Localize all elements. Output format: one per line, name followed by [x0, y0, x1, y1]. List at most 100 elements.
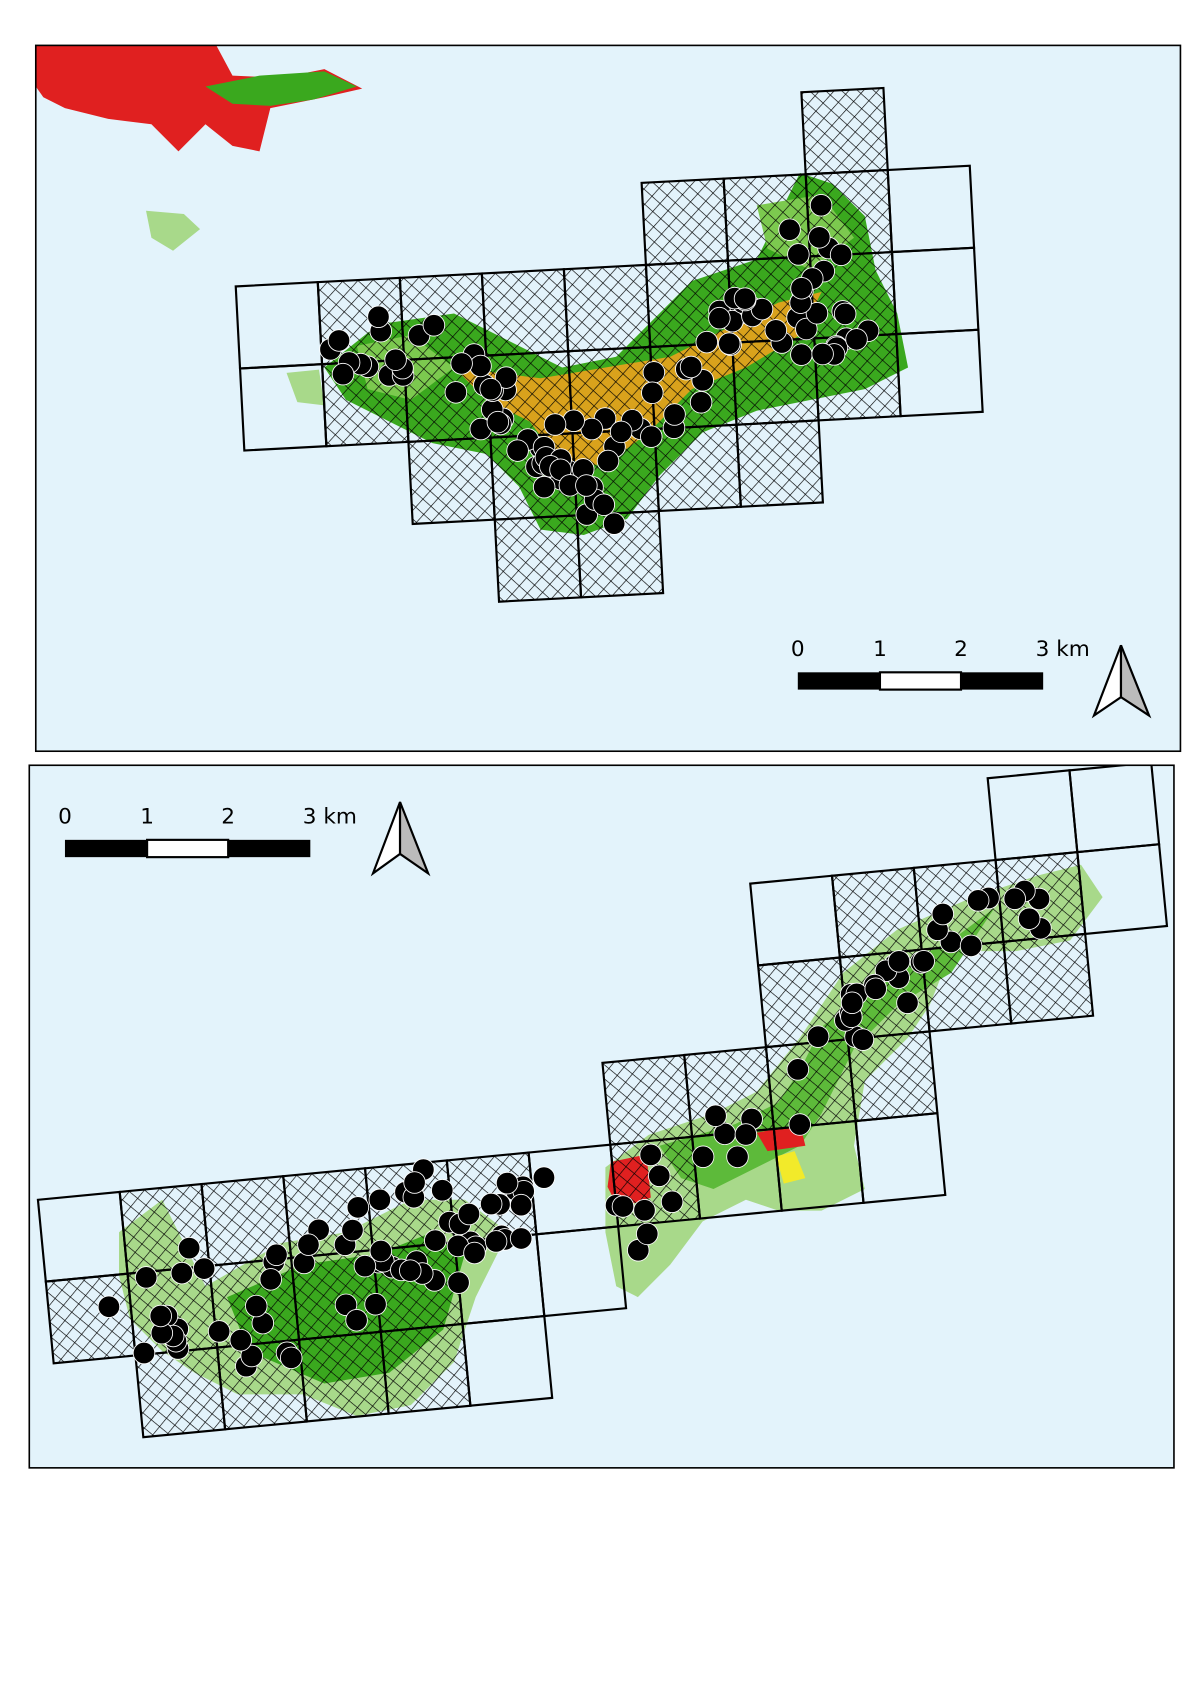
observation-point — [509, 1227, 533, 1250]
observation-point — [829, 243, 853, 267]
observation-point — [422, 314, 446, 337]
observation-point — [132, 1341, 156, 1365]
grid-cell — [830, 866, 923, 959]
scale-label: 1 — [873, 637, 887, 662]
observation-point — [648, 1164, 671, 1188]
observation-point — [245, 1294, 268, 1318]
observation-point — [331, 362, 355, 386]
observation-point — [297, 1233, 320, 1256]
observation-point — [506, 439, 529, 462]
grid-cell — [379, 1322, 472, 1415]
observation-point — [790, 276, 813, 300]
observation-point — [639, 1143, 662, 1167]
observation-point — [479, 377, 502, 401]
observation-point — [240, 1344, 263, 1368]
observation-point — [806, 1025, 830, 1048]
observation-point — [640, 425, 663, 448]
observation-point — [592, 493, 616, 516]
observation-point — [809, 194, 833, 217]
observation-point — [562, 409, 585, 433]
observation-point — [931, 902, 955, 926]
observation-point — [327, 329, 351, 352]
map-panel — [35, 45, 1181, 752]
observation-point — [689, 390, 713, 414]
observation-point — [367, 305, 390, 328]
observation-point — [805, 301, 829, 325]
observation-point — [450, 352, 473, 375]
observation-point — [896, 991, 919, 1015]
scale-label: 0 — [791, 637, 805, 662]
grid-cell — [480, 268, 570, 357]
observation-point — [788, 1113, 812, 1136]
grid-cell — [756, 956, 849, 1049]
grid-cell — [461, 1314, 554, 1407]
observation-point — [609, 420, 633, 444]
observation-point — [457, 1202, 481, 1226]
observation-point — [369, 1239, 393, 1263]
grid-cell — [800, 86, 889, 176]
observation-point — [495, 1171, 519, 1195]
grid-cell — [562, 263, 652, 353]
observation-point — [431, 1179, 454, 1202]
observation-point — [912, 950, 935, 973]
observation-point — [463, 1241, 486, 1265]
observation-point — [345, 1308, 368, 1332]
observation-point — [660, 1190, 684, 1214]
observation-point — [704, 1104, 727, 1127]
observation-point — [708, 306, 731, 330]
observation-point — [484, 1230, 508, 1253]
grid-cell — [44, 1272, 137, 1365]
grid-cell — [735, 419, 825, 508]
observation-point — [959, 934, 983, 958]
observation-point — [833, 302, 857, 326]
observation-point — [679, 355, 703, 379]
observation-point — [633, 1199, 656, 1222]
observation-point — [532, 1166, 556, 1189]
observation-point — [786, 1058, 810, 1081]
scale-segment — [64, 839, 148, 858]
grid-cell — [601, 1053, 694, 1146]
scale-segment — [797, 672, 880, 690]
north-arrow — [370, 801, 431, 877]
scale-label: 2 — [221, 805, 235, 830]
observation-point — [265, 1243, 288, 1267]
observation-point — [691, 1145, 715, 1169]
scale-label: 0 — [58, 805, 72, 830]
observation-point — [494, 366, 518, 389]
observation-point — [399, 1259, 422, 1282]
observation-point — [279, 1346, 303, 1370]
map-frame — [34, 44, 1182, 753]
observation-point — [663, 403, 686, 426]
observation-point — [403, 1171, 426, 1194]
observation-point — [177, 1236, 201, 1260]
observation-point — [851, 1028, 875, 1051]
grid-cell — [118, 1182, 211, 1275]
observation-point — [192, 1257, 216, 1280]
observation-point — [641, 381, 664, 404]
observation-point — [229, 1328, 252, 1352]
scale-bar: 0 1 2 3 km — [791, 637, 1090, 691]
scale-segment — [228, 839, 311, 858]
observation-point — [1017, 907, 1041, 930]
observation-point — [346, 1196, 370, 1219]
observation-point — [636, 1222, 659, 1246]
observation-point — [602, 512, 626, 535]
observation-point — [642, 361, 666, 384]
observation-point — [787, 243, 810, 266]
observation-point — [864, 977, 887, 1000]
grid-cell — [764, 1038, 857, 1131]
observation-point — [808, 226, 831, 249]
islet — [146, 210, 201, 251]
grid-cell — [895, 328, 984, 418]
mainland — [35, 45, 363, 152]
north-arrow — [1091, 644, 1152, 719]
observation-point — [764, 319, 788, 342]
grid-cell — [1068, 765, 1161, 854]
scale-segment — [146, 838, 230, 859]
observation-point — [207, 1320, 231, 1343]
observation-point — [97, 1295, 121, 1318]
scale-label: 2 — [954, 637, 968, 662]
grid-cell — [653, 423, 742, 513]
